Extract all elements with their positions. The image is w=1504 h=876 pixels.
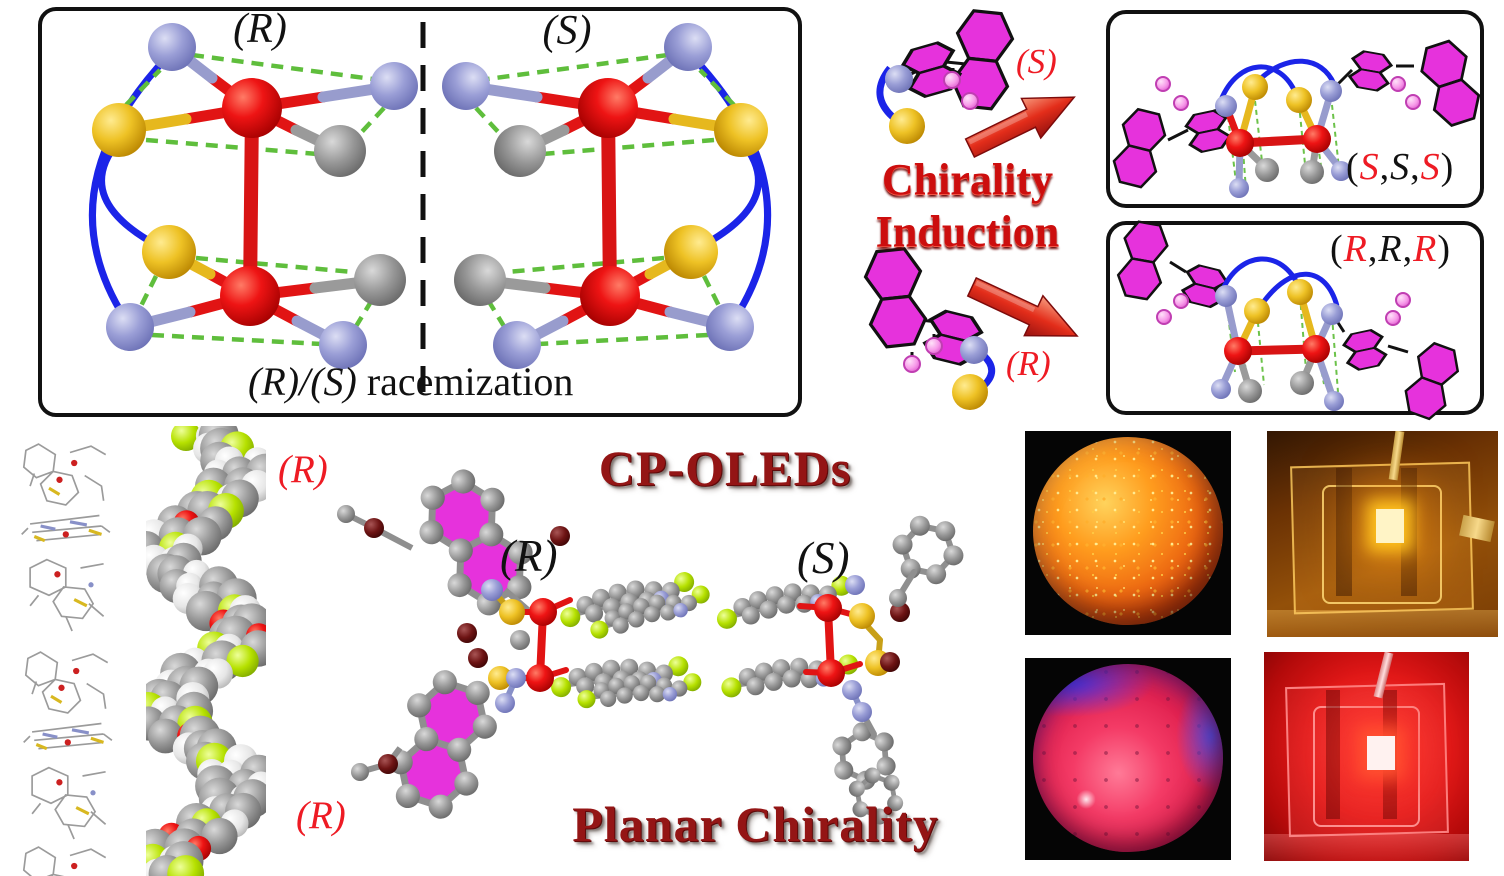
label-R-crystal: (R) — [500, 531, 558, 581]
product-box-SSS — [1106, 10, 1487, 208]
induction-fragment-S — [876, 7, 1017, 144]
device-outline-red — [1313, 706, 1420, 828]
crystal-structure-S — [577, 511, 970, 829]
label-RRR: (R,R,R) — [1330, 228, 1451, 270]
chain-wireframe — [20, 442, 114, 876]
label-R-helix: (R) — [278, 448, 328, 491]
heading-cp-oleds: CP-OLEDs — [598, 440, 852, 496]
induction-title-line1: Chirality — [881, 155, 1054, 204]
label-R-crystal-lower: (R) — [296, 794, 346, 837]
emitting-pixel-red — [1366, 735, 1395, 770]
photo-film-orange — [1025, 431, 1231, 635]
emitting-pixel-orange — [1375, 509, 1404, 544]
induction-title-line2: Induction — [875, 207, 1060, 256]
orange-emissive-film — [1033, 437, 1223, 625]
label-R-racemization: (R) — [233, 6, 287, 52]
label-S-fragment: (S) — [1016, 42, 1057, 81]
label-S-crystal: (S) — [797, 533, 850, 583]
racemization-panel — [38, 7, 802, 417]
dimer-model-S — [442, 23, 768, 369]
photo-oled-orange — [1267, 431, 1498, 637]
label-R-fragment: (R) — [1006, 344, 1051, 383]
crystal-structure-R — [337, 457, 697, 827]
label-S-racemization: (S) — [542, 8, 592, 54]
device-outline — [1322, 484, 1442, 604]
dimer-model-R — [92, 23, 418, 369]
racemization-caption: (R)/(S) racemization — [248, 359, 574, 404]
label-SSS: (S,S,S) — [1346, 146, 1455, 188]
heading-planar-chirality: Planar Chirality — [572, 796, 939, 852]
helix-spacefill — [146, 426, 266, 876]
product-box-RRR — [1106, 218, 1484, 424]
photo-oled-red — [1264, 652, 1469, 861]
photo-film-red — [1025, 658, 1231, 860]
induction-fragment-R — [861, 245, 996, 410]
red-emissive-film — [1033, 664, 1223, 852]
